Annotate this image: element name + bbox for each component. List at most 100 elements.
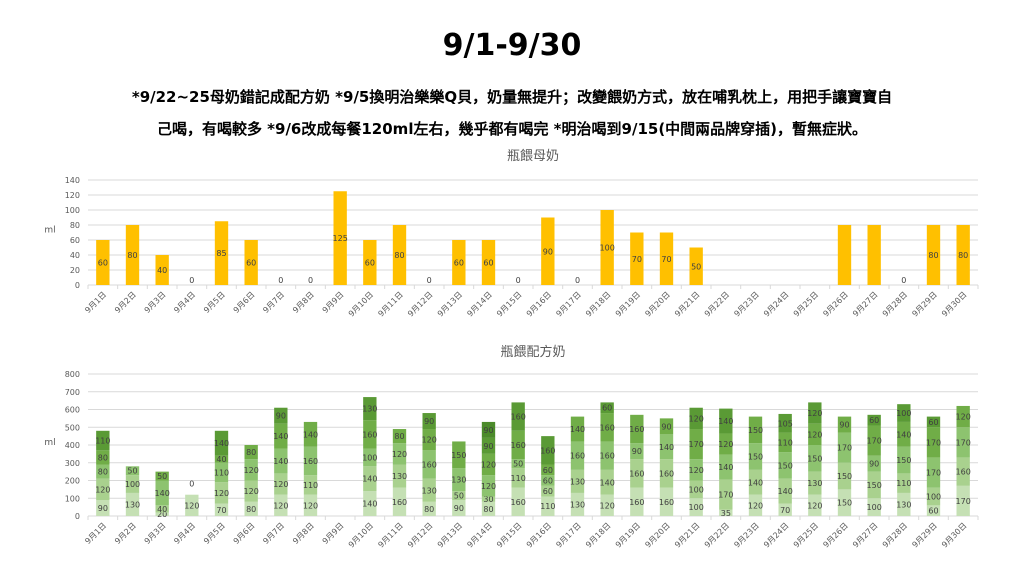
data-label: 105 bbox=[778, 419, 793, 428]
data-label: 160 bbox=[600, 423, 615, 432]
bar-segment bbox=[244, 501, 258, 516]
data-label: 90 bbox=[839, 421, 849, 430]
data-label: 110 bbox=[303, 481, 318, 490]
data-label: 90 bbox=[661, 422, 671, 431]
x-tick-label: 9月26日 bbox=[821, 521, 849, 549]
x-tick-label: 9月22日 bbox=[703, 521, 731, 549]
bar-segment bbox=[897, 446, 911, 474]
bar-segment bbox=[956, 427, 970, 458]
data-label: 140 bbox=[718, 463, 733, 472]
bar-segment bbox=[926, 427, 941, 458]
bar-segment bbox=[897, 404, 911, 422]
bar-segment bbox=[570, 441, 585, 470]
bar-segment bbox=[96, 450, 110, 465]
bar-segment bbox=[452, 441, 466, 469]
bar-segment bbox=[837, 462, 852, 490]
bar-segment bbox=[600, 441, 614, 470]
data-label: 130 bbox=[451, 476, 466, 485]
bar-segment bbox=[422, 413, 436, 430]
data-label: 60 bbox=[928, 418, 938, 427]
data-label: 100 bbox=[926, 492, 941, 501]
bar-segment bbox=[244, 459, 258, 481]
x-tick-label: 9月15日 bbox=[495, 521, 523, 549]
bar-segment bbox=[541, 464, 555, 476]
bar-segment bbox=[600, 413, 614, 442]
data-label: 60 bbox=[246, 259, 256, 268]
bar-segment bbox=[570, 469, 585, 493]
bar bbox=[214, 221, 229, 285]
bar bbox=[363, 240, 377, 285]
data-label: 120 bbox=[392, 450, 407, 459]
data-label: 50 bbox=[127, 467, 137, 476]
bar-segment bbox=[96, 478, 110, 501]
data-label: 90 bbox=[483, 442, 493, 451]
data-label: 160 bbox=[540, 446, 555, 455]
data-label: 40 bbox=[157, 505, 167, 514]
bar bbox=[867, 225, 881, 285]
x-tick-label: 9月23日 bbox=[732, 521, 760, 549]
bar-segment bbox=[155, 480, 169, 506]
x-tick-label: 9月17日 bbox=[554, 521, 582, 549]
bar-segment bbox=[837, 432, 852, 463]
bar-segment bbox=[511, 487, 525, 516]
data-label: 60 bbox=[869, 416, 879, 425]
data-label: 120 bbox=[689, 414, 704, 423]
y-tick-label: 100 bbox=[65, 494, 80, 503]
data-label: 160 bbox=[956, 468, 971, 477]
data-label: 80 bbox=[127, 251, 137, 260]
x-tick-label: 9月16日 bbox=[525, 521, 553, 549]
bar bbox=[541, 217, 555, 285]
bar-segment bbox=[96, 500, 110, 516]
bar-segment bbox=[481, 437, 496, 454]
bar-segment bbox=[808, 445, 822, 472]
bar-segment bbox=[778, 478, 792, 504]
data-label: 100 bbox=[125, 480, 140, 489]
data-label: 170 bbox=[926, 438, 941, 447]
bar-segment bbox=[867, 455, 881, 472]
x-tick-label: 9月8日 bbox=[291, 521, 316, 546]
data-label: 80 bbox=[246, 448, 256, 457]
bar-segment bbox=[689, 498, 703, 516]
bar-segment bbox=[244, 445, 258, 460]
bar-segment bbox=[214, 455, 229, 463]
y-tick-label: 0 bbox=[75, 281, 80, 290]
bar-segment bbox=[719, 408, 733, 434]
bar bbox=[837, 225, 852, 285]
bar bbox=[630, 232, 644, 285]
data-label: 140 bbox=[748, 478, 763, 487]
bar-segment bbox=[689, 459, 703, 481]
y-tick-label: 80 bbox=[70, 221, 80, 230]
data-label: 150 bbox=[748, 453, 763, 462]
data-label: 160 bbox=[362, 430, 377, 439]
bar-segment bbox=[511, 459, 525, 469]
data-label: 150 bbox=[807, 454, 822, 463]
data-label: 60 bbox=[543, 477, 553, 486]
bar-segment bbox=[719, 454, 733, 480]
x-tick-label: 9月27日 bbox=[851, 521, 879, 549]
data-label: 50 bbox=[454, 492, 464, 501]
y-tick-label: 40 bbox=[70, 251, 80, 260]
x-tick-label: 9月7日 bbox=[261, 521, 286, 546]
data-label: 80 bbox=[958, 251, 968, 260]
bar bbox=[926, 225, 941, 285]
bar-segment bbox=[926, 457, 941, 488]
bar-segment bbox=[778, 503, 792, 516]
data-label: 170 bbox=[956, 497, 971, 506]
bar-segment bbox=[897, 473, 911, 493]
bar-segment bbox=[511, 430, 525, 460]
x-tick-label: 9月24日 bbox=[762, 521, 790, 549]
bar-segment bbox=[748, 469, 763, 495]
data-label: 150 bbox=[867, 481, 882, 490]
data-label: 130 bbox=[807, 479, 822, 488]
bar-segment bbox=[511, 468, 525, 488]
data-label: 120 bbox=[95, 485, 110, 494]
y-tick-label: 600 bbox=[65, 406, 80, 415]
bar-segment bbox=[778, 452, 792, 479]
data-label: 110 bbox=[95, 437, 110, 446]
data-label: 125 bbox=[333, 234, 348, 243]
data-label: 60 bbox=[928, 507, 938, 516]
data-label: 130 bbox=[896, 500, 911, 509]
data-label: 40 bbox=[216, 455, 226, 464]
